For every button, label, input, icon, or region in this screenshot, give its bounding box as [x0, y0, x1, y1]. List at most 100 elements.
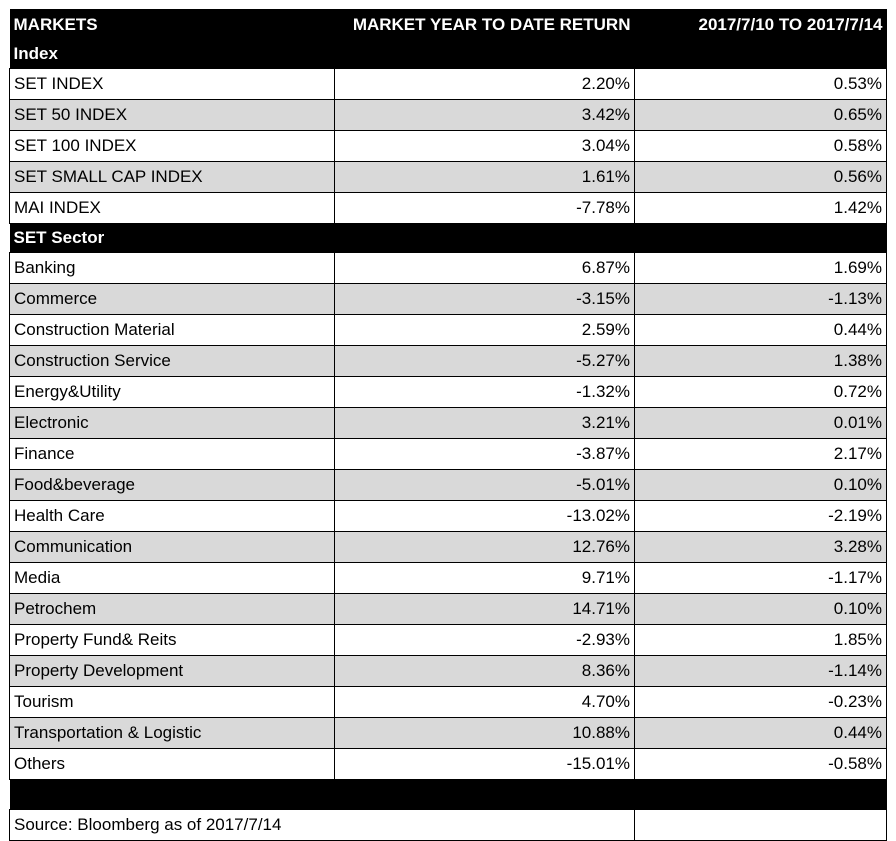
- table-row: Media 9.71% -1.17%: [9, 562, 887, 594]
- market-name-cell: SET 100 INDEX: [9, 130, 335, 162]
- ytd-return-cell: -5.01%: [334, 469, 635, 501]
- ytd-return-cell: -3.87%: [334, 438, 635, 470]
- table-row: Property Fund& Reits -2.93% 1.85%: [9, 624, 887, 656]
- market-returns-table-wrapper: MARKETS MARKET YEAR TO DATE RETURN 2017/…: [9, 9, 887, 841]
- table-row: Electronic 3.21% 0.01%: [9, 407, 887, 439]
- ytd-return-cell: 2.20%: [334, 68, 635, 100]
- market-name-cell: Banking: [9, 252, 335, 284]
- market-name-cell: SET 50 INDEX: [9, 99, 335, 131]
- market-name-cell: Electronic: [9, 407, 335, 439]
- table-row: Energy&Utility -1.32% 0.72%: [9, 376, 887, 408]
- table-row: SET 100 INDEX 3.04% 0.58%: [9, 130, 887, 162]
- week-return-cell: 3.28%: [634, 531, 887, 563]
- table-body: Index SET INDEX 2.20% 0.53% SET 50 INDEX 3.42…: [9, 40, 887, 780]
- header-markets: MARKETS: [9, 9, 335, 40]
- table-row: Others -15.01% -0.58%: [9, 748, 887, 780]
- table-row: MAI INDEX -7.78% 1.42%: [9, 192, 887, 224]
- table-row: SET SMALL CAP INDEX 1.61% 0.56%: [9, 161, 887, 193]
- week-return-cell: 1.38%: [634, 345, 887, 377]
- market-name-cell: Finance: [9, 438, 335, 470]
- market-name-cell: Commerce: [9, 283, 335, 315]
- table-row: Construction Material 2.59% 0.44%: [9, 314, 887, 346]
- table-row: Construction Service -5.27% 1.38%: [9, 345, 887, 377]
- week-return-cell: 0.53%: [634, 68, 887, 100]
- market-returns-table: MARKETS MARKET YEAR TO DATE RETURN 2017/…: [9, 9, 887, 841]
- header-ytd-return: MARKET YEAR TO DATE RETURN: [334, 9, 635, 40]
- source-row: Source: Bloomberg as of 2017/7/14: [9, 809, 887, 841]
- market-name-cell: SET SMALL CAP INDEX: [9, 161, 335, 193]
- week-return-cell: -0.23%: [634, 686, 887, 718]
- table-row: Communication 12.76% 3.28%: [9, 531, 887, 563]
- table-row: SET INDEX 2.20% 0.53%: [9, 68, 887, 100]
- table-row: Property Development 8.36% -1.14%: [9, 655, 887, 687]
- ytd-return-cell: -13.02%: [334, 500, 635, 532]
- week-return-cell: -1.13%: [634, 283, 887, 315]
- table-row: Commerce -3.15% -1.13%: [9, 283, 887, 315]
- ytd-return-cell: 10.88%: [334, 717, 635, 749]
- table-row: Food&beverage -5.01% 0.10%: [9, 469, 887, 501]
- ytd-return-cell: -7.78%: [334, 192, 635, 224]
- week-return-cell: 1.42%: [634, 192, 887, 224]
- week-return-cell: 0.10%: [634, 469, 887, 501]
- market-name-cell: Communication: [9, 531, 335, 563]
- ytd-return-cell: 6.87%: [334, 252, 635, 284]
- header-week-return: 2017/7/10 TO 2017/7/14: [634, 9, 887, 40]
- week-return-cell: 0.56%: [634, 161, 887, 193]
- ytd-return-cell: 3.04%: [334, 130, 635, 162]
- ytd-return-cell: 8.36%: [334, 655, 635, 687]
- table-row: Finance -3.87% 2.17%: [9, 438, 887, 470]
- week-return-cell: 0.58%: [634, 130, 887, 162]
- week-return-cell: 0.44%: [634, 717, 887, 749]
- section-title: Index: [9, 40, 887, 69]
- table-row: SET 50 INDEX 3.42% 0.65%: [9, 99, 887, 131]
- ytd-return-cell: 12.76%: [334, 531, 635, 563]
- market-name-cell: Energy&Utility: [9, 376, 335, 408]
- source-empty-cell: [634, 809, 887, 841]
- week-return-cell: 0.65%: [634, 99, 887, 131]
- week-return-cell: 2.17%: [634, 438, 887, 470]
- week-return-cell: -2.19%: [634, 500, 887, 532]
- source-note: Source: Bloomberg as of 2017/7/14: [9, 809, 635, 841]
- ytd-return-cell: -3.15%: [334, 283, 635, 315]
- week-return-cell: -1.17%: [634, 562, 887, 594]
- footer-spacer: [9, 779, 887, 810]
- ytd-return-cell: 9.71%: [334, 562, 635, 594]
- table-row: Transportation & Logistic 10.88% 0.44%: [9, 717, 887, 749]
- table-row: Tourism 4.70% -0.23%: [9, 686, 887, 718]
- ytd-return-cell: 3.42%: [334, 99, 635, 131]
- ytd-return-cell: -15.01%: [334, 748, 635, 780]
- market-name-cell: Media: [9, 562, 335, 594]
- market-name-cell: Others: [9, 748, 335, 780]
- table-header-row: MARKETS MARKET YEAR TO DATE RETURN 2017/…: [9, 9, 887, 40]
- week-return-cell: -1.14%: [634, 655, 887, 687]
- ytd-return-cell: 3.21%: [334, 407, 635, 439]
- week-return-cell: 1.69%: [634, 252, 887, 284]
- section-header-row: SET Sector: [9, 223, 887, 253]
- table-row: Banking 6.87% 1.69%: [9, 252, 887, 284]
- table-row: Health Care -13.02% -2.19%: [9, 500, 887, 532]
- market-name-cell: Property Fund& Reits: [9, 624, 335, 656]
- week-return-cell: 1.85%: [634, 624, 887, 656]
- market-name-cell: MAI INDEX: [9, 192, 335, 224]
- ytd-return-cell: 4.70%: [334, 686, 635, 718]
- ytd-return-cell: -2.93%: [334, 624, 635, 656]
- ytd-return-cell: -5.27%: [334, 345, 635, 377]
- week-return-cell: 0.01%: [634, 407, 887, 439]
- ytd-return-cell: -1.32%: [334, 376, 635, 408]
- market-name-cell: Food&beverage: [9, 469, 335, 501]
- market-name-cell: Construction Material: [9, 314, 335, 346]
- ytd-return-cell: 14.71%: [334, 593, 635, 625]
- market-name-cell: Property Development: [9, 655, 335, 687]
- market-name-cell: Transportation & Logistic: [9, 717, 335, 749]
- footer-spacer-row: [9, 779, 887, 810]
- week-return-cell: 0.44%: [634, 314, 887, 346]
- ytd-return-cell: 2.59%: [334, 314, 635, 346]
- week-return-cell: -0.58%: [634, 748, 887, 780]
- market-name-cell: Health Care: [9, 500, 335, 532]
- market-name-cell: Petrochem: [9, 593, 335, 625]
- week-return-cell: 0.10%: [634, 593, 887, 625]
- ytd-return-cell: 1.61%: [334, 161, 635, 193]
- market-name-cell: SET INDEX: [9, 68, 335, 100]
- table-row: Petrochem 14.71% 0.10%: [9, 593, 887, 625]
- section-header-row: Index: [9, 40, 887, 69]
